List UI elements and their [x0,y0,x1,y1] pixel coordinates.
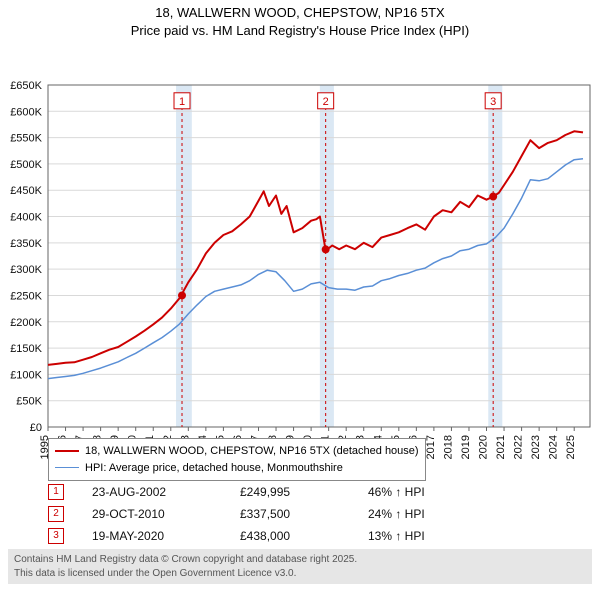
title-line-1: 18, WALLWERN WOOD, CHEPSTOW, NP16 5TX [0,4,600,22]
y-tick-label: £300K [10,264,42,276]
marker-number: 1 [179,96,185,108]
y-tick-label: £150K [10,343,42,355]
event-marker: 2 [48,506,64,522]
legend-label-property: 18, WALLWERN WOOD, CHEPSTOW, NP16 5TX (d… [85,443,419,460]
event-row: 2 29-OCT-2010 £337,500 24% ↑ HPI [48,506,425,522]
event-marker: 1 [48,484,64,500]
legend-label-hpi: HPI: Average price, detached house, Monm… [85,460,343,477]
y-tick-label: £250K [10,291,42,303]
event-date: 19-MAY-2020 [92,529,212,543]
x-tick-label: 2021 [495,435,507,459]
event-price: £438,000 [240,529,340,543]
event-delta: 24% ↑ HPI [368,507,425,521]
marker-dot [489,193,497,201]
x-tick-label: 2017 [425,435,437,459]
event-row: 3 19-MAY-2020 £438,000 13% ↑ HPI [48,528,425,544]
attribution-line-1: Contains HM Land Registry data © Crown c… [14,553,586,567]
y-tick-label: £450K [10,185,42,197]
x-tick-label: 2020 [478,435,490,459]
x-tick-label: 2018 [442,435,454,459]
event-date: 23-AUG-2002 [92,485,212,499]
y-tick-label: £50K [16,396,42,408]
legend-swatch-hpi [55,467,79,468]
event-price: £249,995 [240,485,340,499]
x-tick-label: 2024 [548,435,560,459]
title-line-2: Price paid vs. HM Land Registry's House … [0,22,600,40]
marker-number: 3 [490,96,496,108]
legend-swatch-property [55,450,79,452]
marker-dot [322,246,330,254]
y-tick-label: £600K [10,106,42,118]
legend: 18, WALLWERN WOOD, CHEPSTOW, NP16 5TX (d… [48,438,426,481]
chart-title: 18, WALLWERN WOOD, CHEPSTOW, NP16 5TX Pr… [0,0,600,39]
y-tick-label: £550K [10,133,42,145]
y-tick-label: £0 [30,422,42,434]
marker-number: 2 [323,96,329,108]
chart-band [320,85,334,427]
event-marker: 3 [48,528,64,544]
x-tick-label: 2019 [460,435,472,459]
y-tick-label: £350K [10,238,42,250]
legend-row-hpi: HPI: Average price, detached house, Monm… [55,460,419,477]
y-tick-label: £100K [10,369,42,381]
x-tick-label: 2025 [565,435,577,459]
legend-row-property: 18, WALLWERN WOOD, CHEPSTOW, NP16 5TX (d… [55,443,419,460]
event-row: 1 23-AUG-2002 £249,995 46% ↑ HPI [48,484,425,500]
x-tick-label: 2023 [530,435,542,459]
event-date: 29-OCT-2010 [92,507,212,521]
event-delta: 46% ↑ HPI [368,485,425,499]
chart-band [176,85,192,427]
price-chart: £0 £50K £100K £150K £200K £250K £300K £350K £400… [0,39,600,469]
y-tick-label: £650K [10,80,42,92]
chart-band [488,85,502,427]
attribution: Contains HM Land Registry data © Crown c… [8,549,592,584]
y-tick-label: £200K [10,317,42,329]
y-tick-label: £400K [10,212,42,224]
event-delta: 13% ↑ HPI [368,529,425,543]
x-tick-label: 2022 [513,435,525,459]
sale-events: 1 23-AUG-2002 £249,995 46% ↑ HPI 2 29-OCT-201… [48,484,425,550]
attribution-line-2: This data is licensed under the Open Gov… [14,567,586,581]
event-price: £337,500 [240,507,340,521]
marker-dot [178,292,186,300]
y-tick-label: £500K [10,159,42,171]
